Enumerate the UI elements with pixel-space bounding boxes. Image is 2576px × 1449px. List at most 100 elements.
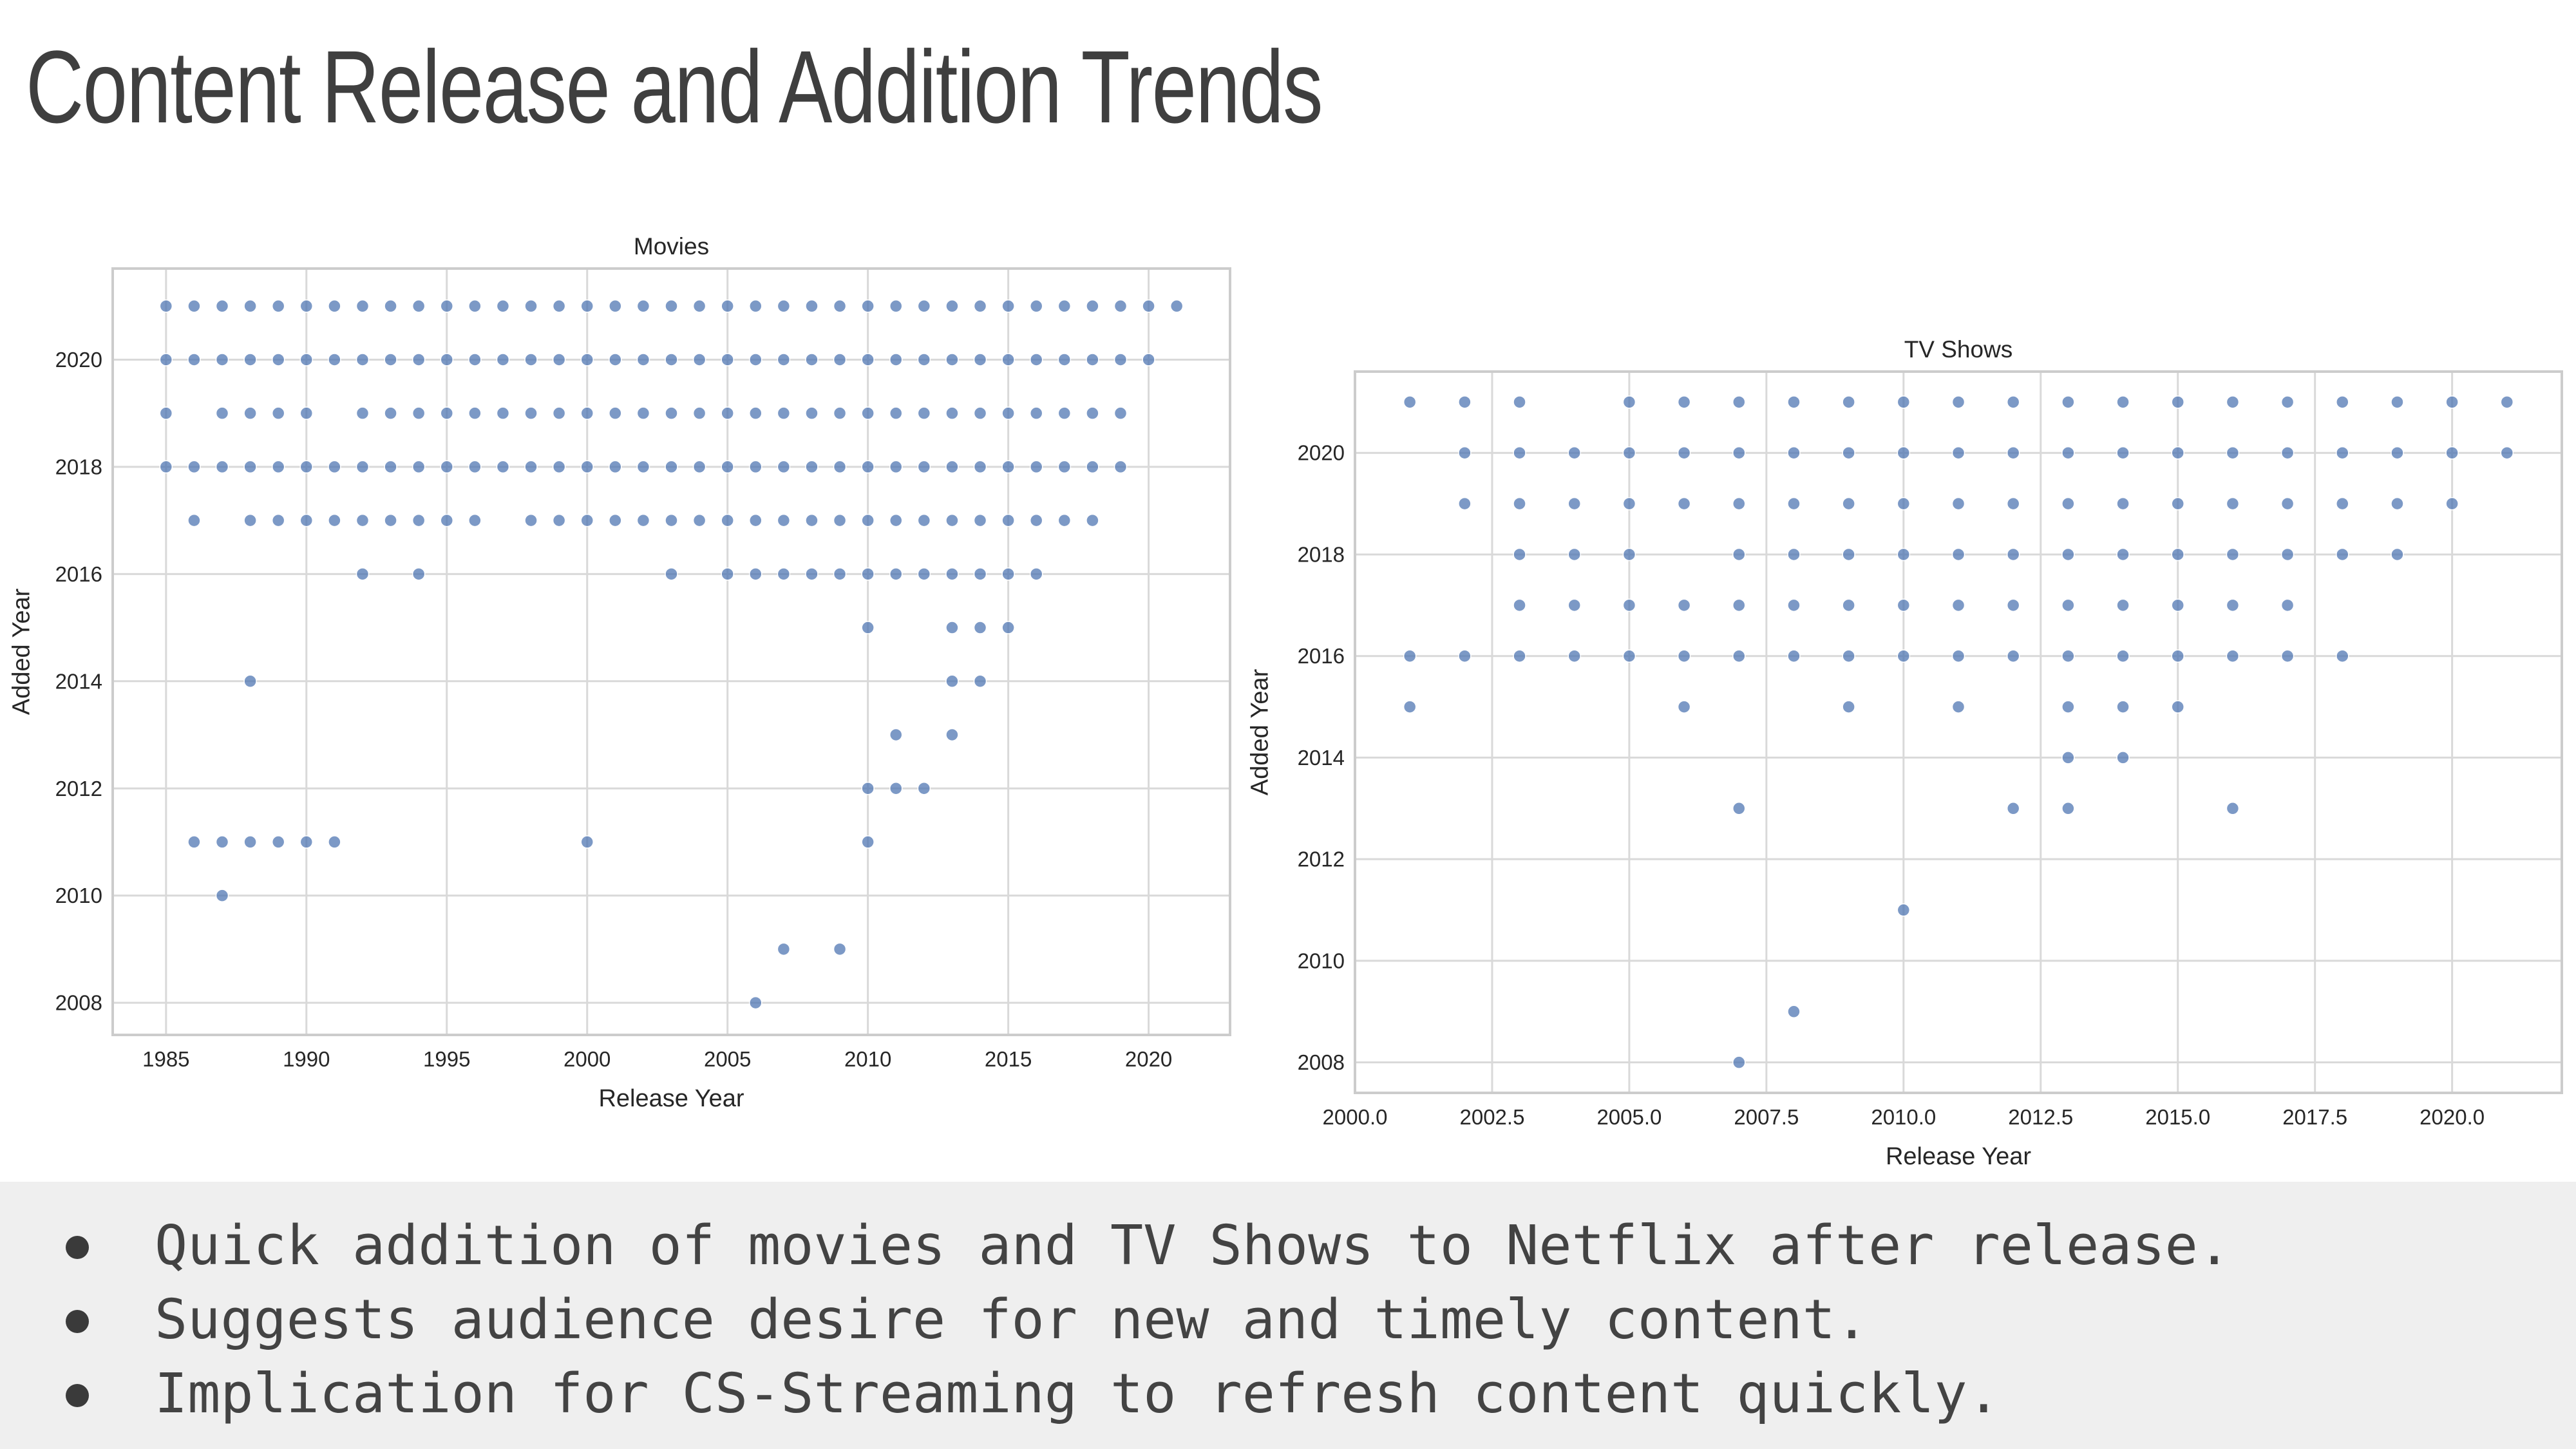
data-point <box>1001 621 1015 634</box>
data-point <box>721 567 734 581</box>
chart-title: TV Shows <box>1904 336 2013 363</box>
data-point <box>524 299 538 313</box>
data-point <box>833 353 847 366</box>
data-point <box>552 299 566 313</box>
bullet-text: Implication for CS-Streaming to refresh … <box>155 1362 2000 1426</box>
bullet-dot-icon <box>66 1384 89 1407</box>
bullet-item: Implication for CS-Streaming to refresh … <box>0 1357 2231 1431</box>
data-point <box>609 513 622 527</box>
data-point <box>692 299 706 313</box>
data-point <box>2006 649 2020 663</box>
data-point <box>384 406 397 420</box>
x-tick-label: 2000.0 <box>1323 1105 1388 1129</box>
data-point <box>1622 547 1636 562</box>
y-tick-label: 2012 <box>55 777 102 800</box>
data-point <box>721 353 734 366</box>
data-point <box>889 781 903 795</box>
data-point <box>355 353 370 366</box>
data-point <box>889 406 903 420</box>
data-point <box>2171 446 2184 460</box>
data-point <box>243 835 257 849</box>
data-point <box>243 406 257 420</box>
data-point <box>2226 497 2240 511</box>
data-point <box>355 567 370 581</box>
data-point <box>945 513 959 527</box>
data-point <box>861 781 875 795</box>
y-tick-label: 2016 <box>1298 644 1345 668</box>
data-point <box>945 406 959 420</box>
data-point <box>496 299 510 313</box>
data-point <box>1001 299 1015 313</box>
data-point <box>973 460 987 474</box>
data-point <box>271 835 285 849</box>
data-point <box>917 460 931 474</box>
data-point <box>1842 446 1855 460</box>
data-point <box>945 299 959 313</box>
data-point <box>2226 446 2240 460</box>
x-tick-label: 2010 <box>844 1047 891 1071</box>
x-tick-label: 2012.5 <box>2008 1105 2073 1129</box>
data-point <box>889 513 903 527</box>
data-point <box>973 567 987 581</box>
x-tick-label: 2015.0 <box>2145 1105 2210 1129</box>
data-point <box>1787 1005 1801 1019</box>
data-point <box>412 406 426 420</box>
data-point <box>271 513 285 527</box>
data-point <box>2500 395 2514 409</box>
data-point <box>243 674 257 688</box>
data-point <box>2006 598 2020 612</box>
data-point <box>2280 547 2295 562</box>
data-point <box>2006 547 2020 562</box>
data-point <box>243 299 257 313</box>
data-point <box>1677 446 1691 460</box>
data-point <box>384 299 397 313</box>
x-tick-label: 1990 <box>283 1047 330 1071</box>
data-point <box>692 406 706 420</box>
bullet-dot-icon <box>66 1310 89 1333</box>
data-point <box>468 513 482 527</box>
data-point <box>524 406 538 420</box>
data-point <box>889 299 903 313</box>
data-point <box>1732 446 1746 460</box>
data-point <box>187 353 201 366</box>
y-tick-label: 2018 <box>1298 542 1345 566</box>
data-point <box>2006 802 2020 815</box>
data-point <box>215 406 229 420</box>
x-tick-label: 2007.5 <box>1734 1105 1799 1129</box>
data-point <box>1142 353 1155 366</box>
data-point <box>2116 649 2130 663</box>
data-point <box>1086 460 1099 474</box>
data-point <box>833 406 847 420</box>
data-point <box>777 353 791 366</box>
data-point <box>1001 353 1015 366</box>
data-point <box>777 406 791 420</box>
data-point <box>665 406 678 420</box>
data-point <box>440 513 454 527</box>
data-point <box>355 460 370 474</box>
data-point <box>2445 497 2459 511</box>
bullet-text: Quick addition of movies and TV Shows to… <box>155 1214 2231 1278</box>
data-point <box>2171 598 2184 612</box>
data-point <box>1787 446 1801 460</box>
y-axis-label: Added Year <box>8 588 35 715</box>
data-point <box>2061 395 2075 409</box>
data-point <box>1622 497 1636 511</box>
data-points <box>159 299 1184 1010</box>
data-point <box>159 299 173 313</box>
data-point <box>1029 406 1043 420</box>
data-point <box>187 835 201 849</box>
data-point <box>1897 547 1911 562</box>
y-tick-label: 2020 <box>55 348 102 372</box>
data-point <box>1113 460 1128 474</box>
data-point <box>1732 497 1746 511</box>
data-point <box>1513 547 1526 562</box>
data-point <box>2391 547 2404 562</box>
data-point <box>412 513 426 527</box>
movies-scatter-chart: 1985 1990 1995 2000 2005 2010 2015 2020 2008 2010… <box>8 233 1231 1112</box>
data-point <box>833 513 847 527</box>
data-point <box>1897 598 1911 612</box>
data-point <box>2226 547 2240 562</box>
data-point <box>833 567 847 581</box>
data-point <box>299 835 314 849</box>
data-point <box>2116 497 2130 511</box>
